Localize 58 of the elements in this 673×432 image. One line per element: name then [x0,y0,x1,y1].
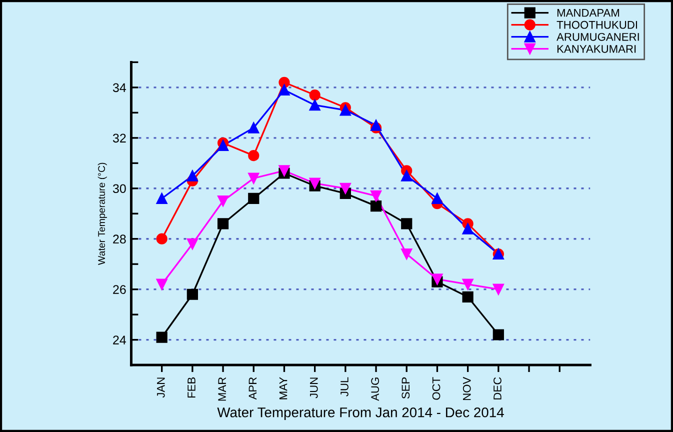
y-tick-label: 28 [113,234,126,244]
point [156,192,168,204]
point [156,233,168,244]
point [217,140,229,152]
x-tick-label: APR [248,377,257,400]
x-axis-title: Water Temperature From Jan 2014 - Dec 2014 [217,407,504,420]
point [340,182,351,194]
point [248,122,260,134]
x-tick-label: FEB [188,377,196,398]
x-tick-label: AUG [371,378,380,401]
point [462,223,474,234]
y-tick-label: 32 [112,134,126,143]
point [309,89,320,101]
point [370,190,382,202]
point [492,284,504,295]
point [248,150,260,162]
legend-label: KANYAKUMARI [557,45,636,53]
point [278,84,290,96]
x-tick-label: DEC [494,377,502,400]
y-tick-label: 34 [112,83,126,92]
point [217,218,229,230]
point [309,100,320,111]
point [370,120,382,131]
point [186,170,198,182]
x-tick-label: MAR [218,377,226,401]
point [432,192,443,204]
y-tick-label: 26 [113,285,126,294]
point [462,291,474,302]
point [278,165,290,176]
point [248,172,260,184]
legend-label: ARUMUGANERI [556,32,639,41]
y-tick-label: 30 [112,184,126,194]
point [401,248,412,260]
y-tick-label: 24 [113,336,126,344]
legend-label: MANDAPAM [557,9,620,17]
point [186,238,198,250]
x-tick-label: JUL [340,377,348,396]
legend-label: THOOTHUKUDI [556,20,637,29]
x-tick-label: MAY [279,377,288,400]
point [462,278,474,290]
point [370,200,382,212]
x-tick-label: SEP [402,377,410,399]
point [432,274,443,285]
x-tick-label: OCT [432,377,440,400]
point [217,195,229,207]
point [401,218,412,230]
point [340,104,351,116]
x-tick-label: JAN [157,378,165,398]
point [186,288,198,300]
point [248,192,260,204]
point [492,329,504,340]
y-axis-title: Water Temperature (°C) [98,162,107,265]
point [156,332,168,343]
point [156,278,168,290]
point [401,170,412,182]
point [309,178,320,189]
x-tick-label: JUN [310,378,318,398]
x-tick-label: NOV [462,376,471,400]
